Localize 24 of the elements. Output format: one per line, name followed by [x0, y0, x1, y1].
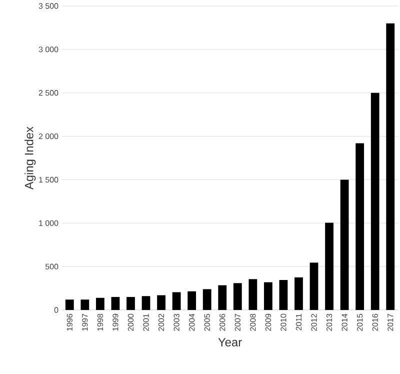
bar — [340, 180, 349, 310]
bar — [233, 283, 242, 310]
bar — [111, 296, 120, 310]
bar — [80, 300, 90, 310]
bar — [188, 291, 196, 310]
bar — [386, 23, 395, 310]
bar — [325, 222, 334, 310]
bar — [370, 92, 380, 310]
bar — [356, 143, 364, 310]
bar — [310, 262, 318, 310]
bar — [126, 296, 135, 310]
bar — [172, 292, 181, 310]
bar — [96, 298, 104, 310]
y-axis-title: Aging Index — [24, 126, 36, 190]
x-axis-title: Year — [218, 338, 242, 346]
bar — [142, 296, 150, 310]
bar — [248, 279, 258, 310]
bar — [218, 285, 227, 310]
bar — [264, 282, 272, 310]
bar — [279, 280, 288, 310]
bar — [202, 289, 212, 310]
bar — [294, 277, 303, 310]
bar — [157, 295, 166, 310]
bar — [65, 300, 74, 310]
